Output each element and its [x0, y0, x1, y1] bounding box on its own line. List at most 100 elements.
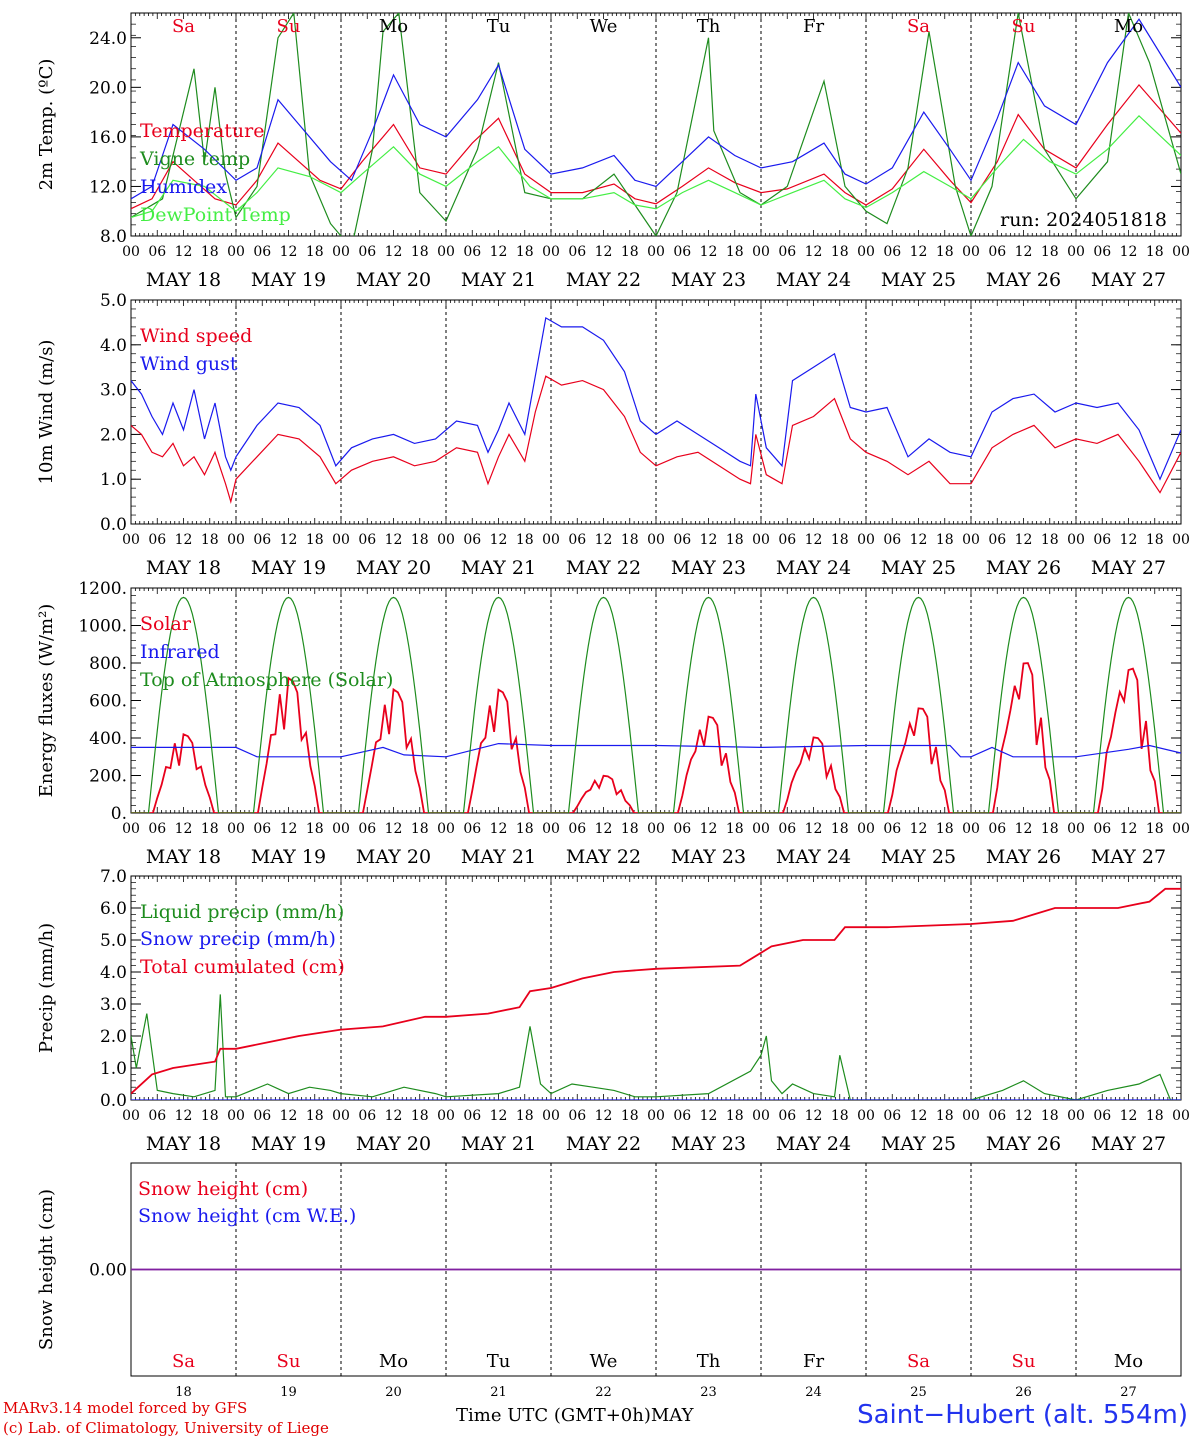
- date-label: MAY 24: [776, 1133, 851, 1155]
- hour-label: 00: [857, 821, 875, 837]
- plot-frame: [130, 587, 1182, 814]
- hour-label: 18: [936, 532, 954, 548]
- day-number: 27: [1120, 1385, 1137, 1400]
- hour-label: 12: [1120, 821, 1138, 837]
- date-label: MAY 27: [1091, 846, 1166, 868]
- lab-credit: (c) Lab. of Climatology, University of L…: [3, 1419, 329, 1437]
- hour-label: 00: [437, 244, 455, 260]
- hour-label: 06: [148, 244, 166, 260]
- legend-entry: Humidex: [140, 176, 227, 198]
- date-label: MAY 20: [356, 557, 431, 579]
- weekday-label: Tu: [487, 16, 511, 37]
- hour-label: 06: [673, 532, 691, 548]
- hour-label: 06: [463, 821, 481, 837]
- hour-label: 12: [490, 1108, 508, 1124]
- hour-label: 00: [1172, 244, 1190, 260]
- hour-label: 06: [778, 821, 796, 837]
- panel-1: [130, 12, 1182, 237]
- hour-label: 06: [253, 244, 271, 260]
- date-label: MAY 18: [146, 846, 221, 868]
- date-label: MAY 23: [671, 1133, 746, 1155]
- panel-4: [130, 875, 1182, 1101]
- hour-label: 06: [673, 244, 691, 260]
- day-number: 25: [910, 1385, 927, 1400]
- hour-label: 06: [778, 532, 796, 548]
- date-label: MAY 19: [251, 846, 326, 868]
- hour-label: 00: [332, 821, 350, 837]
- hour-label: 00: [1067, 532, 1085, 548]
- hour-label: 00: [962, 821, 980, 837]
- run-annotation: run: 2024051818: [1000, 209, 1167, 231]
- y-tick-label: 0.00: [89, 1261, 127, 1281]
- hour-label: 06: [568, 532, 586, 548]
- weekday-label: Sa: [172, 16, 195, 37]
- hour-label: 18: [306, 1108, 324, 1124]
- hour-label: 12: [595, 244, 613, 260]
- hour-label: 00: [332, 244, 350, 260]
- hour-label: 06: [148, 532, 166, 548]
- y-tick-label: 2.0: [100, 425, 127, 445]
- day-number: 22: [595, 1385, 612, 1400]
- hour-label: 00: [122, 244, 140, 260]
- day-number: 21: [490, 1385, 507, 1400]
- hour-label: 06: [463, 532, 481, 548]
- day-number: 24: [805, 1385, 822, 1400]
- station-title: Saint−Hubert (alt. 554m): [857, 1400, 1188, 1430]
- legend-entry: Infrared: [140, 641, 220, 663]
- legend-entry: Snow precip (mm/h): [140, 928, 336, 950]
- hour-label: 06: [463, 244, 481, 260]
- series-line-humidex: [131, 18, 1181, 200]
- day-number: 26: [1015, 1385, 1032, 1400]
- hour-label: 18: [1146, 244, 1164, 260]
- legend-entry: Solar: [140, 613, 192, 635]
- hour-label: 18: [1146, 1108, 1164, 1124]
- hour-label: 12: [175, 1108, 193, 1124]
- hour-label: 12: [700, 244, 718, 260]
- hour-label: 00: [437, 821, 455, 837]
- hour-label: 18: [201, 1108, 219, 1124]
- day-number: 23: [700, 1385, 717, 1400]
- hour-label: 06: [148, 821, 166, 837]
- legend-entry: Temperature: [140, 120, 264, 142]
- hour-label: 06: [358, 532, 376, 548]
- hour-label: 18: [201, 244, 219, 260]
- legend-entry: DewPoint Temp: [140, 204, 291, 226]
- hour-label: 18: [411, 1108, 429, 1124]
- hour-label: 06: [253, 532, 271, 548]
- y-tick-label: 24.0: [89, 29, 127, 49]
- hour-label: 00: [647, 821, 665, 837]
- date-label: MAY 22: [566, 1133, 641, 1155]
- y-tick-label: 0.0: [100, 515, 127, 535]
- y-tick-label: 4.0: [100, 336, 127, 356]
- y-tick-label: 1200.: [78, 579, 127, 599]
- hour-label: 12: [385, 532, 403, 548]
- hour-label: 00: [122, 532, 140, 548]
- series-line-vigne-temp: [131, 13, 1181, 236]
- hour-label: 06: [253, 821, 271, 837]
- date-label: MAY 21: [461, 557, 536, 579]
- weekday-label: Su: [277, 1351, 301, 1372]
- legend-entry: Snow height (cm): [138, 1178, 308, 1200]
- hour-label: 06: [1093, 1108, 1111, 1124]
- y-tick-label: 1000.: [78, 617, 127, 637]
- date-label: MAY 26: [986, 846, 1061, 868]
- hour-label: 12: [490, 244, 508, 260]
- hour-label: 06: [1093, 532, 1111, 548]
- hour-label: 18: [726, 821, 744, 837]
- hour-label: 12: [910, 244, 928, 260]
- weekday-label: Sa: [172, 1351, 195, 1372]
- weekday-label: Mo: [1114, 16, 1143, 37]
- hour-label: 12: [1015, 532, 1033, 548]
- weekday-label: Mo: [379, 1351, 408, 1372]
- date-label: MAY 21: [461, 846, 536, 868]
- y-axis-label: Snow height (cm): [36, 1189, 57, 1350]
- hour-label: 12: [910, 1108, 928, 1124]
- hour-label: 00: [542, 821, 560, 837]
- hour-label: 00: [227, 244, 245, 260]
- y-tick-label: 7.0: [100, 867, 127, 887]
- hour-label: 06: [883, 532, 901, 548]
- date-label: MAY 18: [146, 1133, 221, 1155]
- weekday-label: Su: [277, 16, 301, 37]
- y-axis-label: Precip (mm/h): [36, 923, 57, 1053]
- hour-label: 00: [542, 532, 560, 548]
